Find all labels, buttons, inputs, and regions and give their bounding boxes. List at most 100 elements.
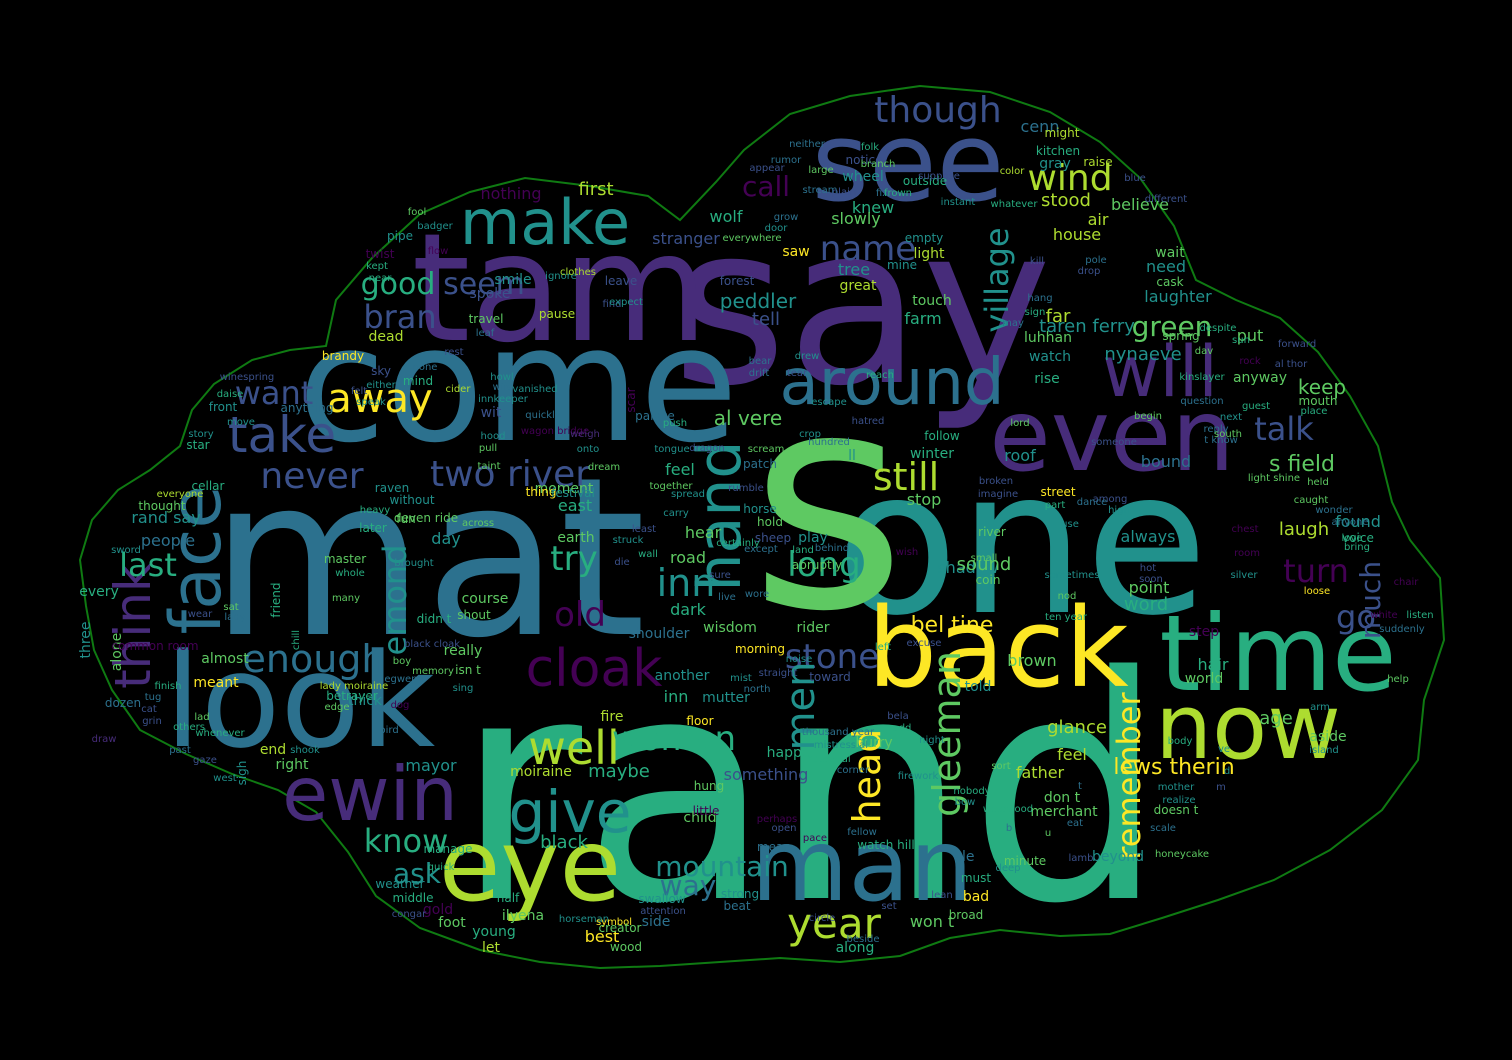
cloud-word: lean bbox=[931, 890, 952, 901]
cloud-word: weigh bbox=[570, 429, 600, 440]
cloud-word: none bbox=[413, 362, 438, 373]
cloud-word: tree bbox=[838, 260, 870, 279]
cloud-word: mat bbox=[210, 430, 645, 686]
cloud-word: pace bbox=[803, 833, 827, 844]
cloud-word: t know bbox=[1204, 435, 1238, 446]
cloud-word: deep bbox=[996, 863, 1021, 874]
cloud-word: street bbox=[1040, 485, 1075, 499]
cloud-word: sort bbox=[991, 761, 1010, 772]
cloud-word: wolf bbox=[710, 207, 743, 226]
cloud-word: best bbox=[585, 927, 620, 946]
cloud-word: chair bbox=[1394, 577, 1420, 588]
cloud-word: half bbox=[497, 891, 520, 905]
cloud-word: abruptly bbox=[792, 558, 842, 572]
cloud-word: doesn t bbox=[1154, 803, 1199, 817]
cloud-word: stone bbox=[785, 637, 879, 677]
cloud-word: struck bbox=[613, 535, 644, 546]
cloud-word: outside bbox=[903, 174, 947, 188]
cloud-word: head bbox=[845, 729, 889, 824]
cloud-word: scar bbox=[624, 387, 638, 412]
cloud-word: deven ride bbox=[394, 511, 458, 525]
cloud-word: next bbox=[1220, 412, 1242, 423]
cloud-word: despite bbox=[1200, 323, 1237, 334]
cloud-word: wife bbox=[493, 382, 514, 393]
cloud-word: dance bbox=[1077, 497, 1107, 508]
cloud-word: lews therin bbox=[1113, 755, 1234, 780]
cloud-word: long bbox=[787, 545, 860, 585]
cloud-word: travel bbox=[469, 312, 504, 326]
cloud-word: sigh bbox=[235, 761, 249, 786]
cloud-word: festival bbox=[551, 486, 595, 500]
cloud-word: another bbox=[655, 668, 710, 684]
cloud-word: grin bbox=[142, 716, 162, 727]
cloud-word: al vere bbox=[714, 406, 782, 430]
cloud-word: go bbox=[1336, 598, 1376, 636]
cloud-word: dozen bbox=[105, 696, 141, 710]
cloud-word: held bbox=[1307, 477, 1329, 488]
cloud-word: dav bbox=[1195, 346, 1213, 357]
cloud-word: innkeeper bbox=[478, 394, 529, 405]
cloud-word: light bbox=[913, 246, 945, 262]
cloud-word: peddler bbox=[720, 289, 797, 313]
cloud-word: certainly bbox=[716, 538, 760, 549]
cloud-word: mine bbox=[887, 258, 917, 272]
cloud-word: wisdom bbox=[703, 620, 757, 636]
cloud-word: great bbox=[839, 278, 877, 294]
cloud-word: gold bbox=[423, 902, 453, 918]
cloud-word: manage bbox=[423, 842, 472, 856]
cloud-word: wagon bridge bbox=[521, 426, 589, 437]
cloud-word: door bbox=[765, 223, 789, 234]
cloud-word: ewin bbox=[282, 750, 458, 838]
cloud-word: say bbox=[672, 178, 1052, 434]
cloud-word: time bbox=[1159, 593, 1396, 715]
cloud-word: island bbox=[1309, 745, 1339, 756]
cloud-word: winter bbox=[910, 446, 954, 462]
cloud-word: front bbox=[209, 400, 238, 414]
cloud-word: still bbox=[873, 455, 939, 499]
cloud-word: realize bbox=[1162, 795, 1195, 806]
cloud-word: common room bbox=[111, 639, 198, 653]
cloud-word: egwene bbox=[384, 674, 423, 685]
cloud-word: re bbox=[1112, 774, 1122, 785]
cloud-word: cloak bbox=[526, 639, 663, 699]
cloud-word: away bbox=[327, 376, 432, 422]
cloud-word: will bbox=[1102, 331, 1218, 413]
cloud-word: something bbox=[724, 765, 809, 784]
cloud-word: sign bbox=[1025, 307, 1046, 318]
cloud-word: hurry bbox=[855, 735, 892, 751]
cloud-word: wood bbox=[610, 940, 642, 954]
cloud-word: never bbox=[260, 456, 363, 497]
cloud-word: glance bbox=[1047, 717, 1107, 738]
cloud-word: every bbox=[79, 584, 119, 600]
cloud-word: color bbox=[1000, 166, 1026, 177]
cloud-word: straight bbox=[759, 668, 798, 679]
cloud-word: mutter bbox=[702, 690, 750, 706]
cloud-word: raise bbox=[1083, 155, 1112, 169]
cloud-word: palace bbox=[635, 409, 675, 423]
cloud-word: aside bbox=[1309, 729, 1346, 745]
cloud-word: grow bbox=[774, 212, 799, 223]
cloud-word: village bbox=[978, 227, 1016, 332]
cloud-word: hang bbox=[1027, 293, 1052, 304]
cloud-word: bran bbox=[363, 298, 436, 336]
cloud-word: black bbox=[540, 832, 588, 853]
cloud-word: inn bbox=[657, 561, 716, 605]
cloud-word: winespring bbox=[220, 372, 275, 383]
cloud-word: beyond bbox=[1092, 849, 1144, 865]
cloud-word: horse bbox=[743, 502, 777, 516]
cloud-word: mistress al bbox=[814, 740, 868, 751]
cloud-word: hand bbox=[685, 441, 755, 592]
cloud-word: pull bbox=[479, 443, 497, 454]
cloud-word: rest bbox=[444, 347, 463, 358]
cloud-word: feel bbox=[1057, 745, 1087, 764]
cloud-word: bela bbox=[887, 711, 908, 722]
cloud-word: won t bbox=[910, 912, 954, 931]
cloud-word: body bbox=[1168, 736, 1193, 747]
cloud-word: wit bbox=[481, 405, 502, 421]
cloud-word: tam bbox=[412, 202, 709, 376]
cloud-word: chill bbox=[291, 630, 302, 650]
cloud-word: last bbox=[119, 546, 177, 584]
cloud-word: everywhere bbox=[723, 233, 782, 244]
cloud-word: stop bbox=[907, 490, 942, 509]
cloud-word: ll bbox=[848, 448, 856, 464]
